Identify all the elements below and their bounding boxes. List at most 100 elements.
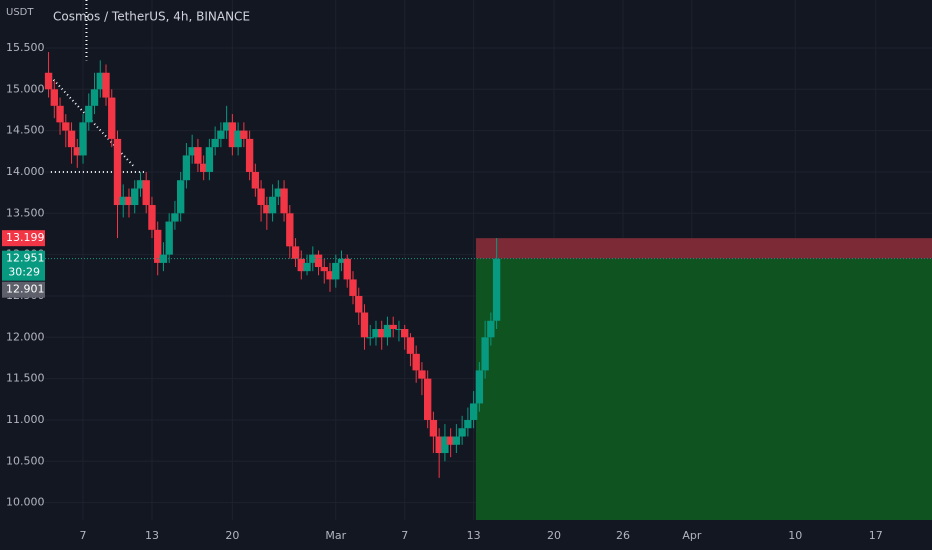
price-label-box	[2, 250, 45, 281]
candle-body	[378, 329, 386, 338]
x-tick-label: 17	[869, 529, 883, 542]
candle-body	[412, 353, 420, 371]
candle-body	[125, 196, 133, 206]
candle-body	[113, 138, 122, 206]
candle-body	[274, 188, 283, 197]
candle-body	[401, 329, 409, 338]
x-tick-label: 7	[80, 529, 87, 542]
candle-body	[406, 337, 415, 354]
candle-body	[171, 213, 179, 222]
candle-body	[263, 205, 271, 214]
candle-body	[85, 105, 93, 123]
candle-body	[337, 258, 346, 263]
x-tick-label: Mar	[325, 529, 346, 542]
candle-body	[79, 122, 87, 156]
candle-body	[136, 180, 145, 189]
candle-body	[492, 258, 501, 321]
candle-body	[188, 147, 196, 156]
y-tick-label: 12.000	[6, 330, 45, 343]
candle-body	[372, 329, 380, 338]
candle-body	[464, 419, 472, 429]
candle-body	[131, 188, 139, 206]
x-tick-label: 13	[467, 529, 481, 542]
candle-body	[67, 130, 76, 148]
x-tick-label: 26	[616, 529, 630, 542]
candle-body	[176, 180, 185, 214]
candle-body	[366, 337, 374, 339]
candle-body	[148, 205, 156, 230]
candle-body	[326, 271, 334, 280]
candle-body	[332, 262, 340, 280]
candle-body	[355, 295, 363, 313]
candle-body	[291, 246, 300, 259]
y-unit: USDT	[6, 7, 34, 18]
x-tick-label: 20	[225, 529, 239, 542]
x-tick-label: Apr	[682, 529, 702, 542]
candle-body	[452, 436, 461, 445]
candle-body	[286, 213, 294, 247]
candle-body	[429, 419, 438, 437]
candle-body	[446, 436, 455, 445]
candle-body	[395, 329, 403, 331]
candle-body	[56, 105, 64, 123]
candle-body	[73, 147, 81, 156]
candle-body	[257, 188, 265, 206]
candle-body	[211, 138, 219, 148]
y-tick-label: 11.500	[6, 372, 45, 385]
candle-body	[90, 89, 99, 106]
candle-body	[343, 258, 351, 280]
x-tick-label: 10	[788, 529, 802, 542]
axes: 10.00010.50011.00011.50012.00012.50013.0…	[2, 41, 883, 542]
price-label: 13.199	[6, 231, 45, 244]
candle-body	[349, 279, 357, 296]
y-tick-label: 10.000	[6, 496, 45, 509]
candle-body	[314, 254, 323, 268]
y-tick-label: 10.500	[6, 454, 45, 467]
candle-body	[108, 97, 116, 139]
candle-body	[234, 130, 242, 148]
candle-body	[303, 262, 311, 272]
y-tick-label: 13.500	[6, 206, 45, 219]
candle-body	[481, 337, 489, 371]
candle-body	[268, 196, 277, 214]
candle-body	[487, 320, 495, 338]
y-tick-label: 15.500	[6, 41, 45, 54]
candle-body	[280, 188, 288, 214]
candle-body	[50, 89, 58, 106]
candle-body	[441, 436, 449, 454]
candle-body	[165, 221, 173, 255]
candle-body	[102, 72, 110, 98]
candle-body	[240, 130, 248, 139]
candle-body	[320, 267, 328, 272]
candle-body	[222, 122, 231, 131]
price-label-box	[2, 281, 45, 298]
candle-body	[383, 324, 392, 338]
candle-body	[418, 370, 426, 379]
candle-body	[360, 312, 369, 338]
candle-body	[205, 147, 214, 172]
candle-body	[251, 171, 260, 189]
stop-zone	[475, 238, 932, 259]
y-tick-label: 15.000	[6, 82, 45, 95]
plot-area	[44, 0, 932, 520]
candle-body	[44, 72, 53, 90]
price-label: 12.951	[6, 252, 45, 265]
candle-body	[194, 147, 202, 164]
candle-body	[96, 72, 104, 90]
price-countdown: 30:29	[8, 266, 40, 279]
price-label: 12.901	[6, 283, 45, 296]
candle-body	[475, 370, 484, 404]
candle-body	[458, 428, 466, 437]
y-tick-label: 14.000	[6, 165, 45, 178]
candle-body	[423, 378, 432, 420]
chart-title: Cosmos / TetherUS, 4h, BINANCE	[53, 10, 250, 24]
candle-body	[245, 138, 254, 172]
y-tick-label: 11.000	[6, 413, 45, 426]
candle-body	[62, 122, 70, 131]
candle-body	[142, 180, 150, 206]
candle-body	[217, 130, 225, 139]
candle-body	[182, 155, 191, 181]
candle-body	[119, 196, 127, 206]
